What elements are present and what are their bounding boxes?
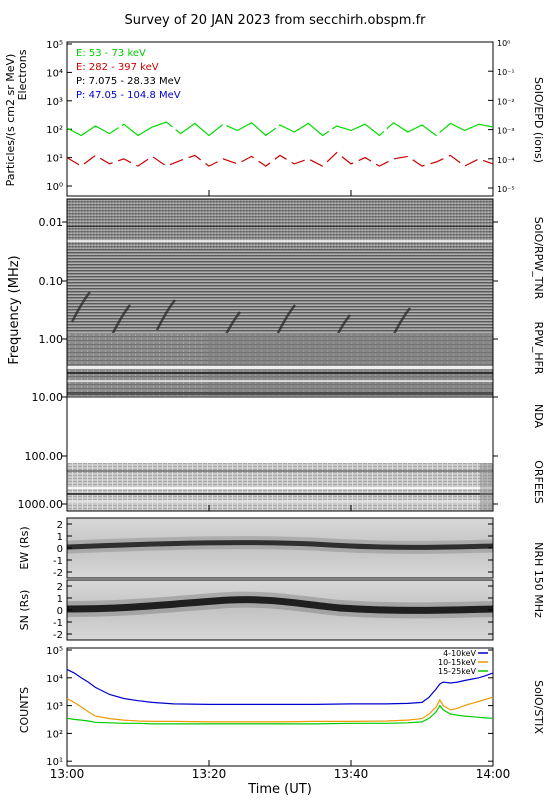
radio-burst bbox=[155, 299, 176, 331]
stix-series-line bbox=[66, 704, 494, 725]
radio-ylabel: Frequency (MHz) bbox=[7, 255, 22, 364]
nrh-ew-axis: 210-1-2 bbox=[53, 520, 493, 579]
nrh-sn-axis: 210-1-2 bbox=[53, 582, 493, 641]
stix-legend-15-25: 15-25keV bbox=[438, 667, 477, 676]
radio-tick-label: 10.00 bbox=[32, 391, 64, 404]
hfr-spectrogram bbox=[67, 333, 493, 398]
nrh-ew-track bbox=[66, 540, 494, 550]
nda-label: NDA bbox=[532, 404, 545, 429]
stix-right-label: SoIO/STIX bbox=[532, 680, 545, 734]
stix-tick-label: 10² bbox=[46, 729, 63, 740]
stix-legend: 4-10keV 10-15keV 15-25keV bbox=[438, 649, 488, 676]
epd-series bbox=[66, 121, 494, 167]
time-tick-label: 13:40 bbox=[334, 767, 369, 781]
radio-axis: 0.01 0.10 1.00 10.00 100.00 1000.00 bbox=[18, 216, 498, 511]
nrh-ew-label: EW (Rs) bbox=[18, 526, 31, 569]
epd-left-tick-label: 10⁴ bbox=[46, 68, 63, 79]
figure-title: Survey of 20 JAN 2023 from secchirh.obsp… bbox=[125, 13, 427, 28]
epd-legend-p-high: P: 47.05 - 104.8 MeV bbox=[76, 90, 181, 101]
epd-left-tick-label: 10⁰ bbox=[46, 182, 63, 193]
epd-left-label-electrons: Electrons bbox=[16, 49, 29, 100]
epd-right-tick-label: 10⁻³ bbox=[497, 127, 515, 136]
radio-tick-label: 1.00 bbox=[39, 333, 64, 346]
nda-spectrogram bbox=[67, 399, 493, 462]
radio-tick-label: 0.10 bbox=[39, 275, 64, 288]
radio-tick-label: 1000.00 bbox=[18, 498, 64, 511]
stix-tick-label: 10⁵ bbox=[46, 646, 63, 657]
epd-left-axis: 10⁵ 10⁴ 10³ 10² 10¹ 10⁰ bbox=[46, 40, 72, 193]
epd-right-label: SoIO/EPD (ions) bbox=[532, 77, 545, 163]
epd-legend-e-low: E: 53 - 73 keV bbox=[76, 48, 146, 59]
time-tick-label: 13:00 bbox=[50, 767, 85, 781]
nrh-tick-label: 2 bbox=[57, 582, 63, 593]
nrh-sn-panel: 210-1-2 SN (Rs) NRH 150 MHz bbox=[18, 542, 545, 641]
stix-ylabel: COUNTS bbox=[18, 687, 31, 733]
radio-burst bbox=[70, 291, 91, 323]
radio-burst bbox=[275, 304, 296, 336]
epd-left-tick-label: 10³ bbox=[46, 97, 63, 108]
stix-tick-label: 10¹ bbox=[46, 757, 63, 768]
time-axis: 13:00 13:20 13:40 14:00 bbox=[50, 190, 511, 781]
stix-tick-label: 10³ bbox=[46, 702, 63, 713]
nrh-tick-label: -1 bbox=[53, 556, 63, 567]
nrh-tick-label: -2 bbox=[53, 568, 63, 579]
epd-right-tick-label: 10⁻¹ bbox=[497, 68, 515, 77]
stix-axis: 10⁵ 10⁴ 10³ 10² 10¹ bbox=[46, 646, 493, 768]
epd-left-tick-label: 10¹ bbox=[46, 154, 63, 165]
nrh-tick-label: 0 bbox=[57, 544, 63, 555]
nrh-right-label: NRH 150 MHz bbox=[532, 542, 545, 618]
nrh-tick-label: -2 bbox=[53, 630, 63, 641]
time-axis-label: Time (UT) bbox=[247, 782, 312, 797]
nrh-tick-label: 1 bbox=[57, 532, 63, 543]
epd-left-tick-label: 10⁵ bbox=[46, 40, 63, 51]
stix-tick-label: 10⁴ bbox=[46, 674, 63, 685]
epd-legend-p-low: P: 7.075 - 28.33 MeV bbox=[76, 76, 181, 87]
epd-left-label: Particles/(s cm2 sr MeV) bbox=[4, 54, 17, 187]
stix-series bbox=[66, 668, 494, 725]
nrh-sn-track bbox=[66, 596, 494, 614]
hfr-label: RPW_HFR bbox=[532, 322, 545, 375]
stix-legend-10-15: 10-15keV bbox=[438, 658, 477, 667]
radio-panel: 0.01 0.10 1.00 10.00 100.00 1000.00 Frequency… bbox=[7, 198, 545, 512]
radio-burst bbox=[110, 304, 131, 336]
tnr-label: SoIO/RPW_TNR bbox=[532, 217, 545, 300]
stix-panel: 10⁵ 10⁴ 10³ 10² 10¹ 4-10keV 10-15keV 15-25ke… bbox=[18, 646, 545, 768]
epd-left-tick-label: 10² bbox=[46, 125, 63, 136]
nrh-tick-label: 0 bbox=[57, 606, 63, 617]
epd-legend-e-high: E: 282 - 397 keV bbox=[76, 62, 159, 73]
epd-right-tick-label: 10⁻⁴ bbox=[497, 156, 515, 165]
orfees-label: ORFEES bbox=[532, 460, 545, 504]
nrh-tick-label: -1 bbox=[53, 618, 63, 629]
epd-right-tick-label: 10⁻⁵ bbox=[497, 185, 515, 194]
nrh-sn-label: SN (Rs) bbox=[18, 590, 31, 631]
stix-series-line bbox=[66, 696, 494, 723]
epd-series-line bbox=[66, 121, 494, 137]
nrh-tick-label: 1 bbox=[57, 594, 63, 605]
epd-right-axis: 10⁰ 10⁻¹ 10⁻² 10⁻³ 10⁻⁴ 10⁻⁵ bbox=[488, 39, 515, 194]
nrh-tick-label: 2 bbox=[57, 520, 63, 531]
epd-right-tick-label: 10⁻² bbox=[497, 97, 515, 106]
nrh-ew-panel: 210-1-2 EW (Rs) bbox=[18, 517, 494, 579]
epd-series-line bbox=[66, 151, 494, 167]
radio-frame bbox=[66, 198, 494, 512]
stix-legend-4-10: 4-10keV bbox=[443, 649, 476, 658]
epd-right-tick-label: 10⁰ bbox=[497, 39, 510, 48]
time-tick-label: 14:00 bbox=[476, 767, 511, 781]
radio-tick-label: 100.00 bbox=[25, 450, 64, 463]
epd-frame bbox=[66, 41, 494, 197]
radio-tick-label: 0.01 bbox=[39, 216, 64, 229]
stix-series-line bbox=[66, 668, 494, 705]
time-tick-label: 13:20 bbox=[192, 767, 227, 781]
